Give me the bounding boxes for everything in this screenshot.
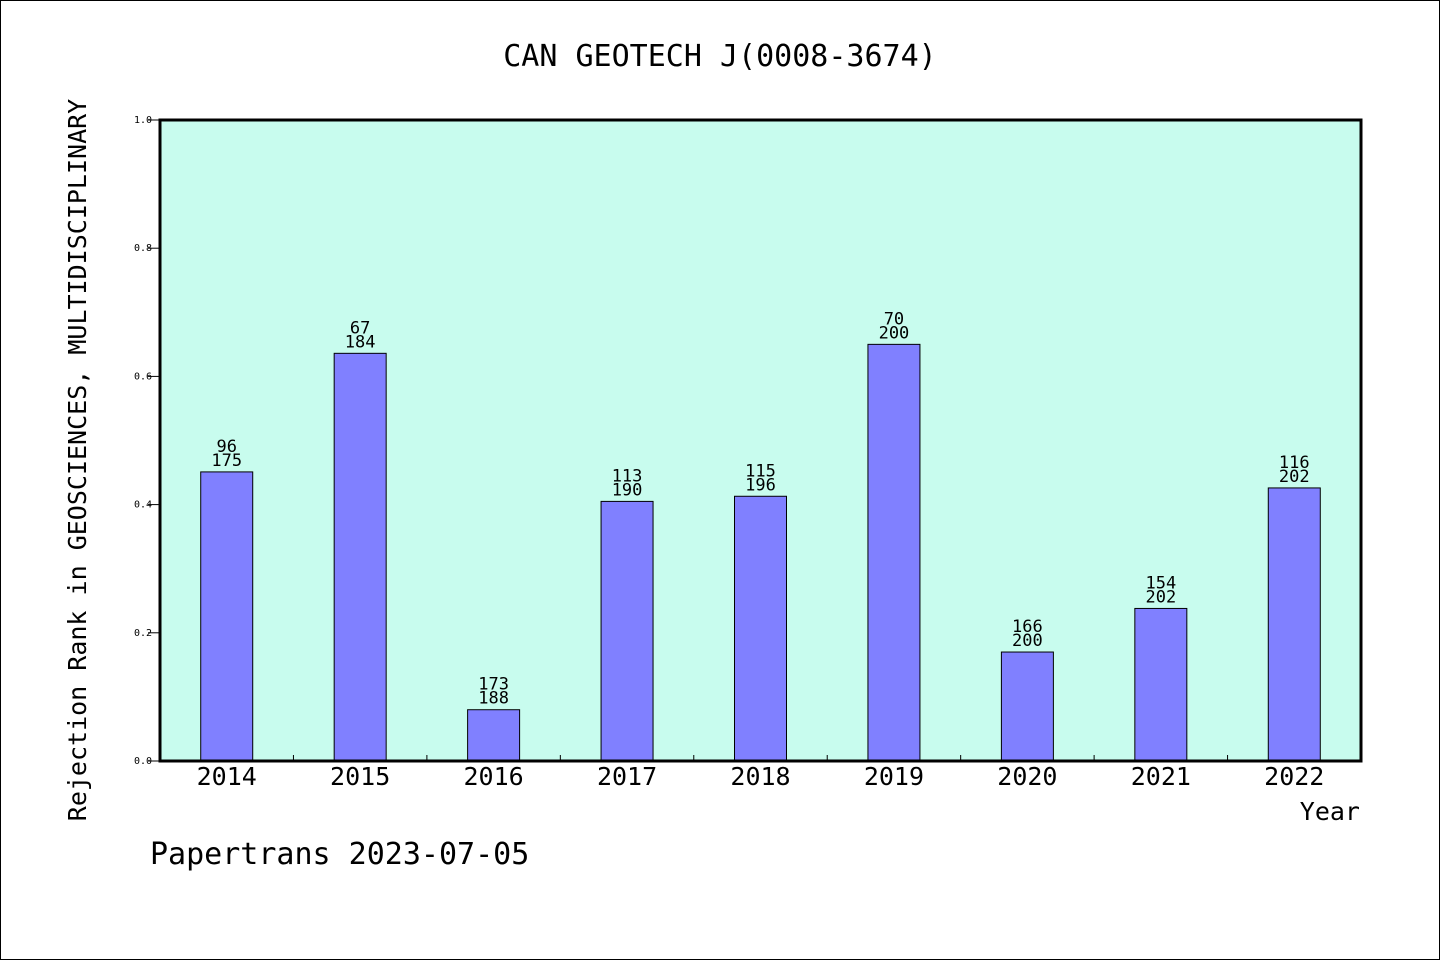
plot-border (158, 118, 1363, 763)
bar-2019 (867, 343, 921, 762)
bar-2015 (333, 352, 387, 762)
bar-2022 (1267, 487, 1321, 762)
bar-label-bottom: 188 (478, 689, 509, 709)
bar-2018 (734, 495, 787, 762)
bar-label-bottom: 200 (1012, 631, 1043, 651)
x-tick-label: 2019 (864, 762, 924, 791)
y-tick-label: 0.8 (134, 243, 152, 254)
y-axis-label: Rejection Rank in GEOSCIENCES, MULTIDISC… (63, 99, 92, 821)
bar-label-top: 115 (745, 461, 776, 481)
bar-label-top: 113 (612, 466, 643, 486)
y-tick-label: 1.0 (134, 115, 152, 126)
bar-label-bottom: 196 (745, 475, 776, 495)
ticks-group: 2014 2015 2016 2017 2018 2019 2020 2021 2022 0.0 0… (134, 115, 1324, 791)
x-tick-label: 2022 (1264, 762, 1324, 791)
x-tick-label: 2018 (730, 762, 790, 791)
y-tick-label: 0.4 (134, 500, 152, 511)
x-tick-label: 2014 (197, 762, 257, 791)
bar-label-bottom: 200 (879, 323, 910, 343)
bar-label-top: 96 (216, 437, 236, 457)
y-tick-label: 0.6 (134, 371, 152, 382)
x-tick-label: 2017 (597, 762, 657, 791)
bar-2014 (200, 471, 254, 762)
footer-text: Papertrans 2023-07-05 (150, 837, 529, 872)
x-tick-label: 2021 (1131, 762, 1191, 791)
bar-label-top: 154 (1145, 573, 1176, 593)
bar-label-bottom: 190 (612, 480, 643, 500)
x-tick-label: 2016 (464, 762, 524, 791)
bar-label-top: 116 (1279, 453, 1310, 473)
x-tick-label: 2015 (330, 762, 390, 791)
bar-label-bottom: 202 (1145, 587, 1176, 607)
bar-label-bottom: 202 (1279, 467, 1310, 487)
x-axis-label: Year (1300, 797, 1360, 826)
chart-title: CAN GEOTECH J(0008-3674) (503, 39, 936, 74)
bar-label-top: 67 (350, 318, 370, 338)
bar-2016 (467, 709, 521, 762)
bar-label-bottom: 184 (345, 332, 376, 352)
bar-label-top: 166 (1012, 617, 1043, 637)
bar-2017 (600, 500, 654, 762)
bars-group: 9617567184173188113190115196702001662001… (200, 309, 1321, 762)
bar-label-bottom: 175 (211, 451, 242, 471)
x-tick-label: 2020 (997, 762, 1057, 791)
bar-label-top: 70 (884, 309, 904, 329)
y-tick-label: 0.0 (134, 756, 152, 767)
bar-label-top: 173 (478, 675, 509, 695)
bar-2021 (1134, 607, 1188, 762)
bar-2020 (1000, 651, 1054, 762)
y-tick-label: 0.2 (134, 628, 152, 639)
